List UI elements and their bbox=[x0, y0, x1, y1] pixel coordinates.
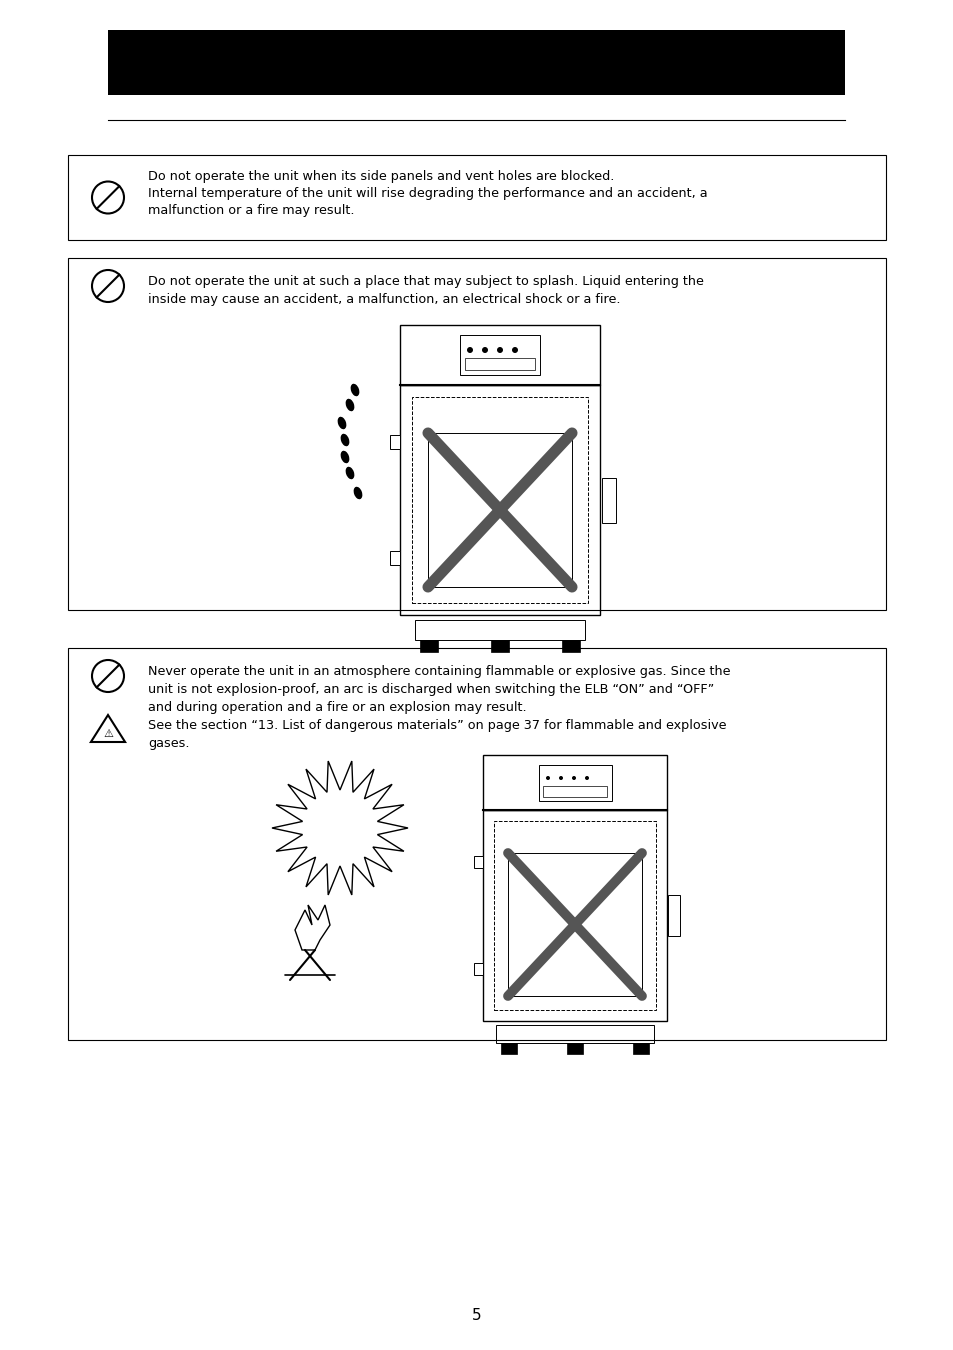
Bar bbox=[474, 856, 482, 868]
Bar bbox=[538, 765, 612, 801]
Bar bbox=[633, 1044, 648, 1054]
Text: See the section “13. List of dangerous materials” on page 37 for flammable and e: See the section “13. List of dangerous m… bbox=[148, 720, 726, 732]
Ellipse shape bbox=[340, 451, 349, 463]
Bar bbox=[542, 786, 606, 796]
Bar bbox=[601, 478, 616, 522]
Bar bbox=[459, 335, 539, 375]
Circle shape bbox=[545, 776, 550, 780]
Bar bbox=[399, 325, 599, 385]
Text: Never operate the unit in an atmosphere containing flammable or explosive gas. S: Never operate the unit in an atmosphere … bbox=[148, 666, 730, 678]
Ellipse shape bbox=[345, 467, 354, 479]
Text: Do not operate the unit when its side panels and vent holes are blocked.: Do not operate the unit when its side pa… bbox=[148, 170, 614, 184]
Text: Internal temperature of the unit will rise degrading the performance and an acci: Internal temperature of the unit will ri… bbox=[148, 188, 707, 200]
Text: ⚠: ⚠ bbox=[103, 729, 112, 738]
Bar bbox=[108, 30, 844, 95]
Bar bbox=[412, 397, 587, 603]
Bar bbox=[482, 755, 666, 810]
Ellipse shape bbox=[337, 417, 346, 429]
Circle shape bbox=[467, 347, 473, 352]
Text: gases.: gases. bbox=[148, 737, 190, 751]
Bar bbox=[415, 620, 584, 640]
Ellipse shape bbox=[351, 383, 359, 397]
Bar bbox=[494, 821, 656, 1010]
Circle shape bbox=[584, 776, 588, 780]
Bar bbox=[464, 358, 535, 370]
Ellipse shape bbox=[354, 487, 362, 500]
Bar bbox=[667, 895, 679, 936]
Bar bbox=[68, 648, 885, 1040]
Bar bbox=[68, 258, 885, 610]
Circle shape bbox=[512, 347, 517, 352]
Bar bbox=[474, 963, 482, 975]
Bar bbox=[566, 1044, 582, 1054]
Bar bbox=[68, 155, 885, 240]
Circle shape bbox=[497, 347, 502, 352]
Circle shape bbox=[558, 776, 562, 780]
Circle shape bbox=[572, 776, 576, 780]
Bar bbox=[507, 853, 641, 996]
Text: 5: 5 bbox=[472, 1308, 481, 1323]
Text: unit is not explosion-proof, an arc is discharged when switching the ELB “ON” an: unit is not explosion-proof, an arc is d… bbox=[148, 683, 714, 697]
Text: inside may cause an accident, a malfunction, an electrical shock or a fire.: inside may cause an accident, a malfunct… bbox=[148, 293, 619, 306]
Text: malfunction or a fire may result.: malfunction or a fire may result. bbox=[148, 204, 355, 217]
Text: and during operation and a fire or an explosion may result.: and during operation and a fire or an ex… bbox=[148, 701, 526, 714]
Text: Do not operate the unit at such a place that may subject to splash. Liquid enter: Do not operate the unit at such a place … bbox=[148, 275, 703, 288]
Bar bbox=[482, 810, 666, 1021]
Bar bbox=[500, 1044, 517, 1054]
Circle shape bbox=[481, 347, 488, 352]
Bar bbox=[428, 433, 572, 587]
Bar bbox=[491, 640, 509, 652]
Bar bbox=[399, 385, 599, 616]
Ellipse shape bbox=[340, 433, 349, 447]
Ellipse shape bbox=[345, 398, 354, 412]
Bar bbox=[419, 640, 437, 652]
Bar bbox=[390, 435, 399, 450]
Bar bbox=[496, 1025, 654, 1044]
Bar bbox=[390, 551, 399, 566]
Bar bbox=[561, 640, 579, 652]
